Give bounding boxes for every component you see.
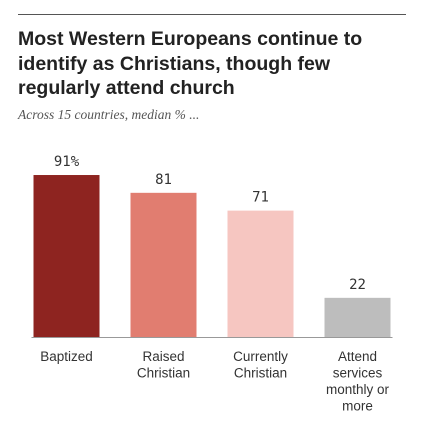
category-label-0: Baptized xyxy=(40,349,93,364)
bar-3 xyxy=(324,297,391,337)
bar-0 xyxy=(33,175,100,337)
value-label-2: 71 xyxy=(252,190,269,206)
category-label-1: Raised Christian xyxy=(137,349,190,381)
top-rule xyxy=(18,14,406,15)
value-label-3: 22 xyxy=(349,277,366,293)
category-label-line: more xyxy=(342,399,373,414)
chart-title: Most Western Europeans continue to ident… xyxy=(18,28,363,99)
bar-2 xyxy=(227,210,294,337)
category-label-line: Christian xyxy=(234,366,287,381)
value-label-1: 81 xyxy=(155,172,172,188)
value-label-0: 91% xyxy=(54,154,80,170)
category-label-line: Attend xyxy=(338,349,377,364)
category-label-line: Baptized xyxy=(40,349,93,364)
category-label-line: Raised xyxy=(142,349,184,364)
chart-subtitle: Across 15 countries, median % ... xyxy=(18,107,200,122)
bars-group xyxy=(33,175,391,337)
category-labels-group: Baptized Raised Christian Currently Christia… xyxy=(40,349,389,414)
category-label-line: Christian xyxy=(137,366,190,381)
category-label-3: Attend services monthly or more xyxy=(326,349,390,414)
value-labels-group: 91% 81 71 22 xyxy=(54,154,366,293)
category-label-line: monthly or xyxy=(326,382,390,397)
category-label-line: Currently xyxy=(233,349,288,364)
category-label-2: Currently Christian xyxy=(233,349,288,381)
category-label-line: services xyxy=(333,366,383,381)
bar-1 xyxy=(130,192,197,337)
